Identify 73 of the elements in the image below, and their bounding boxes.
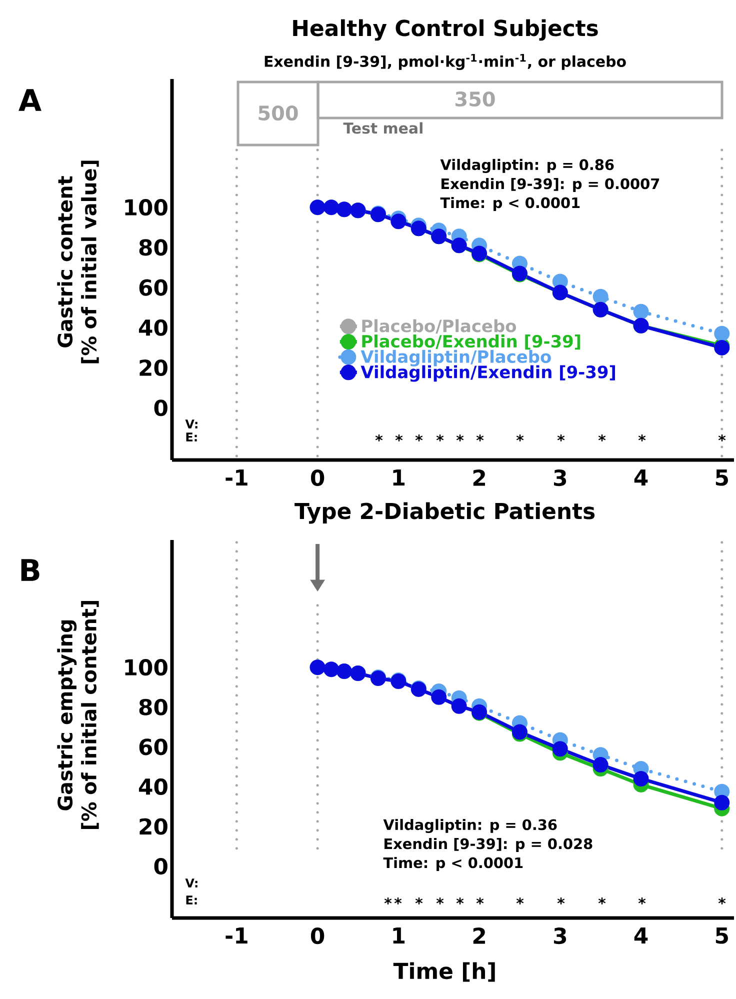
y-tick-label: 100 bbox=[125, 659, 168, 676]
x-tick-label: 0 bbox=[310, 928, 324, 944]
annotation: Vildagliptin: p = 0.36 bbox=[383, 818, 557, 834]
annotation: Vildagliptin: p = 0.86 bbox=[440, 158, 614, 174]
legend-label: Placebo/Exendin [9-39] bbox=[362, 334, 580, 350]
annotation: Time: p < 0.0001 bbox=[440, 196, 580, 211]
y-tick-label: 20 bbox=[140, 818, 168, 835]
y-tick-label: 80 bbox=[139, 698, 168, 716]
legend-label: Vildagliptin/Exendin [9-39] bbox=[360, 365, 615, 382]
y-tick-label: 80 bbox=[139, 239, 168, 256]
x-tick-label: 1 bbox=[393, 928, 405, 944]
text: B bbox=[21, 559, 40, 581]
x-tick-label: 5 bbox=[716, 470, 728, 486]
y-tick-label: 0 bbox=[154, 400, 168, 416]
x-tick-label: 2 bbox=[473, 470, 486, 486]
annotation: * bbox=[456, 897, 464, 904]
annotation: * bbox=[476, 434, 484, 442]
chart-subtitle: Exendin [9-39], pmol·kg$^{-1}$·min$^{-1}$, or placebo bbox=[264, 54, 626, 70]
y-tick-label: 20 bbox=[140, 359, 168, 376]
x-tick-label: 4 bbox=[634, 470, 648, 486]
annotation: * bbox=[516, 434, 524, 442]
annotation: Test meal bbox=[343, 122, 422, 134]
annotation: 350 bbox=[456, 91, 495, 107]
chart-title: Type 2-Diabetic Patients bbox=[294, 502, 595, 524]
annotation: * bbox=[718, 897, 726, 904]
annotation: * bbox=[375, 434, 383, 442]
annotation: 500 bbox=[258, 105, 298, 121]
annotation: * bbox=[436, 434, 444, 442]
annotation: E: bbox=[186, 432, 197, 442]
annotation: * bbox=[394, 897, 402, 904]
annotation: * bbox=[718, 434, 726, 442]
annotation: E: bbox=[186, 896, 197, 904]
y-axis-title: Gastric emptying [% of initial content] bbox=[57, 601, 99, 829]
annotation: V: bbox=[185, 878, 198, 888]
annotation: * bbox=[384, 897, 392, 904]
annotation: * bbox=[456, 434, 464, 442]
x-tick-label: 3 bbox=[554, 928, 566, 944]
text: A bbox=[18, 89, 42, 111]
annotation: * bbox=[415, 434, 423, 442]
annotation: Time: p < 0.0001 bbox=[383, 857, 523, 871]
y-tick-label: 40 bbox=[138, 319, 168, 336]
annotation: * bbox=[598, 897, 606, 904]
x-tick-label: 0 bbox=[310, 470, 324, 486]
annotation: Exendin [9-39]: p = 0.0007 bbox=[442, 178, 660, 192]
y-tick-label: 60 bbox=[139, 738, 168, 756]
x-tick-label: 1 bbox=[393, 470, 405, 486]
x-tick-label: -1 bbox=[226, 470, 248, 486]
annotation: * bbox=[557, 434, 565, 442]
x-tick-label: 2 bbox=[473, 928, 486, 944]
y-axis-title: Gastric content [% of initial value] bbox=[57, 160, 99, 364]
annotation: * bbox=[476, 897, 484, 904]
y-tick-label: 40 bbox=[138, 778, 168, 795]
annotation: * bbox=[415, 897, 423, 904]
annotation: * bbox=[557, 897, 565, 904]
x-tick-label: 3 bbox=[554, 470, 566, 486]
y-tick-label: 60 bbox=[139, 279, 168, 296]
annotation: * bbox=[598, 434, 606, 442]
legend-label: Placebo/Placebo bbox=[362, 319, 516, 334]
annotation: * bbox=[395, 434, 403, 442]
x-tick-label: -1 bbox=[226, 928, 248, 944]
chart-title: Healthy Control Subjects bbox=[293, 19, 598, 41]
annotation: V: bbox=[185, 420, 198, 428]
annotation: * bbox=[516, 897, 524, 904]
x-tick-label: 5 bbox=[716, 928, 728, 944]
x-axis-title: Time [h] bbox=[393, 962, 495, 982]
x-tick-label: 4 bbox=[634, 928, 648, 944]
annotation: * bbox=[638, 434, 646, 442]
legend-label: Vildagliptin/Placebo bbox=[360, 350, 551, 366]
annotation: * bbox=[638, 897, 646, 904]
y-tick-label: 0 bbox=[154, 858, 168, 875]
y-tick-label: 100 bbox=[125, 199, 168, 216]
annotation: Exendin [9-39]: p = 0.028 bbox=[384, 838, 592, 852]
annotation: * bbox=[436, 897, 444, 904]
